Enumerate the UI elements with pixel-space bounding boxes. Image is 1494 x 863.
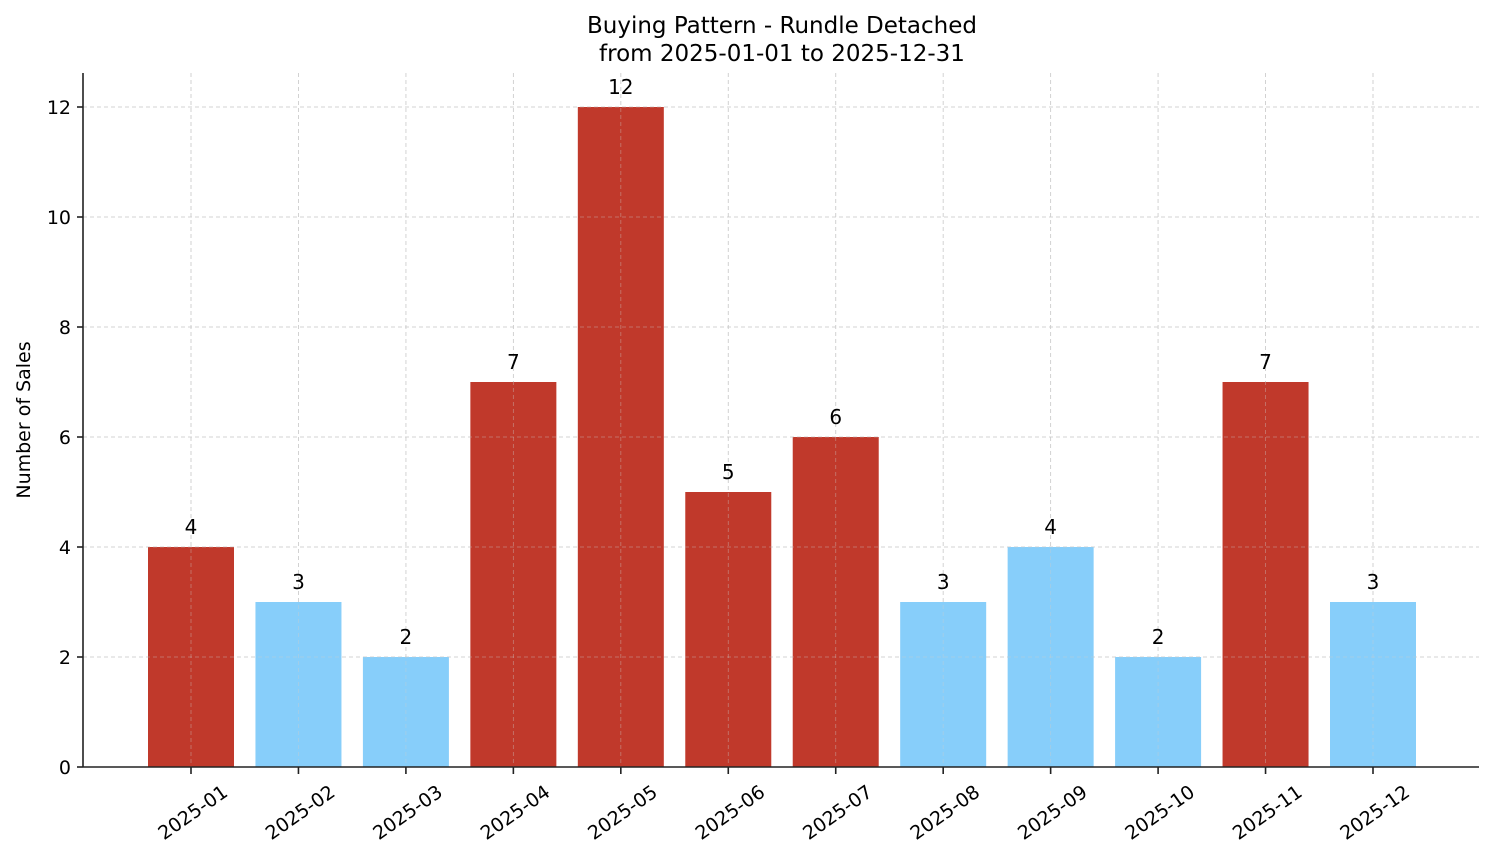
x-tick-label: 2025-06 bbox=[691, 781, 769, 845]
gridlines-overlay bbox=[83, 73, 1479, 767]
bar-2025-05 bbox=[577, 107, 664, 767]
bar-value-label: 7 bbox=[507, 350, 520, 374]
bar-value-label: 3 bbox=[1367, 570, 1380, 594]
x-tick-label: 2025-01 bbox=[154, 781, 232, 845]
bar-value-label: 3 bbox=[292, 570, 305, 594]
y-tick-label: 12 bbox=[47, 97, 71, 119]
y-axis-label: Number of Sales bbox=[13, 341, 35, 498]
x-tick-label: 2025-12 bbox=[1336, 781, 1414, 845]
bar-value-labels: 4 3 2 7 12 5 6 3 4 2 7 3 bbox=[185, 75, 1380, 649]
y-tick-label: 0 bbox=[59, 757, 71, 779]
bar-value-label: 6 bbox=[829, 405, 842, 429]
bar-2025-06 bbox=[685, 492, 772, 767]
bar-2025-03 bbox=[362, 657, 449, 767]
bar-2025-07 bbox=[792, 437, 879, 767]
bar-value-label: 5 bbox=[722, 460, 735, 484]
x-tick-label: 2025-08 bbox=[906, 781, 984, 845]
x-tick-label: 2025-09 bbox=[1014, 781, 1092, 845]
y-axis-ticks: 0 2 4 6 8 10 12 bbox=[47, 97, 83, 779]
x-tick-label: 2025-07 bbox=[799, 781, 877, 845]
bar-2025-12 bbox=[1330, 602, 1416, 767]
bar-2025-04 bbox=[470, 382, 557, 767]
bar-2025-02 bbox=[255, 602, 342, 767]
bar-value-label: 4 bbox=[1044, 515, 1057, 539]
bar-2025-10 bbox=[1115, 657, 1202, 767]
x-tick-label: 2025-02 bbox=[262, 781, 340, 845]
y-tick-label: 4 bbox=[59, 537, 71, 559]
y-tick-label: 8 bbox=[59, 317, 71, 339]
bar-value-label: 2 bbox=[1152, 625, 1165, 649]
x-tick-label: 2025-11 bbox=[1229, 781, 1307, 845]
bar-2025-08 bbox=[900, 602, 987, 767]
y-tick-label: 10 bbox=[47, 207, 71, 229]
x-tick-label: 2025-03 bbox=[369, 781, 447, 845]
y-tick-label: 2 bbox=[59, 647, 71, 669]
bar-value-label: 7 bbox=[1259, 350, 1272, 374]
x-tick-label: 2025-10 bbox=[1121, 781, 1199, 845]
bar-value-label: 3 bbox=[937, 570, 950, 594]
x-axis-ticks: 2025-01 2025-02 2025-03 2025-04 2025-05 2025-… bbox=[154, 767, 1414, 845]
chart-title: Buying Pattern - Rundle Detached bbox=[587, 13, 977, 39]
bar-value-label: 12 bbox=[608, 75, 633, 99]
bar-value-label: 2 bbox=[400, 625, 413, 649]
y-tick-label: 6 bbox=[59, 427, 71, 449]
x-tick-label: 2025-05 bbox=[584, 781, 662, 845]
bar-2025-11 bbox=[1222, 382, 1309, 767]
chart-subtitle: from 2025-01-01 to 2025-12-31 bbox=[599, 41, 965, 67]
x-tick-label: 2025-04 bbox=[477, 781, 555, 845]
bar-value-label: 4 bbox=[185, 515, 198, 539]
